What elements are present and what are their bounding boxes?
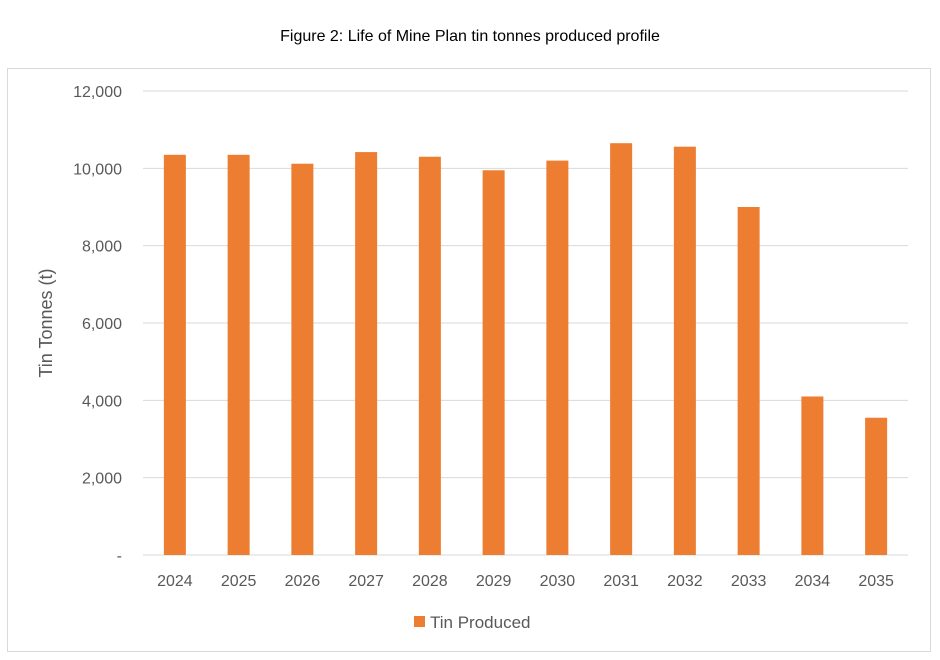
y-tick-label: 6,000 [82,316,122,333]
bar-2030 [546,160,569,555]
legend: Tin Produced [414,613,530,632]
bar-2032 [673,146,696,555]
x-axis-ticks: 2024 2025 2026 2027 2028 2029 2030 2031 2032 2033… [157,573,894,590]
gridlines [143,90,908,556]
legend-label: Tin Produced [430,613,530,632]
x-tick-label: 2028 [412,573,448,590]
bar-2025 [227,154,250,556]
x-tick-label: 2025 [221,573,257,590]
x-tick-label: 2034 [795,573,831,590]
chart-area [7,68,931,652]
bar-2026 [291,163,314,555]
y-axis-ticks: - 2,000 4,000 6,000 8,000 10,000 12,000 [73,84,122,565]
figure-title: Figure 2: Life of Mine Plan tin tonnes p… [280,28,660,45]
x-tick-label: 2030 [540,573,576,590]
bar-2027 [355,152,378,556]
x-tick-label: 2032 [667,573,703,590]
bar-2035 [865,417,888,555]
bar-2028 [418,156,441,555]
bar-2034 [801,396,824,555]
x-tick-label: 2031 [603,573,639,590]
bar-2029 [482,170,505,555]
y-tick-label: - [117,548,122,565]
bar-2024 [163,154,186,556]
x-tick-label: 2033 [731,573,767,590]
y-tick-label: 12,000 [73,84,122,101]
y-tick-label: 2,000 [82,471,122,488]
y-axis-title: Tin Tonnes (t) [36,268,56,377]
bar-2031 [610,143,633,555]
bar-2033 [737,207,760,555]
x-tick-label: 2027 [348,573,384,590]
bars [163,143,888,556]
y-tick-label: 8,000 [82,239,122,256]
x-tick-label: 2035 [858,573,894,590]
y-tick-label: 4,000 [82,393,122,410]
x-tick-label: 2029 [476,573,512,590]
x-tick-label: 2024 [157,573,193,590]
legend-swatch [414,616,425,627]
x-tick-label: 2026 [285,573,321,590]
y-tick-label: 10,000 [73,161,122,178]
